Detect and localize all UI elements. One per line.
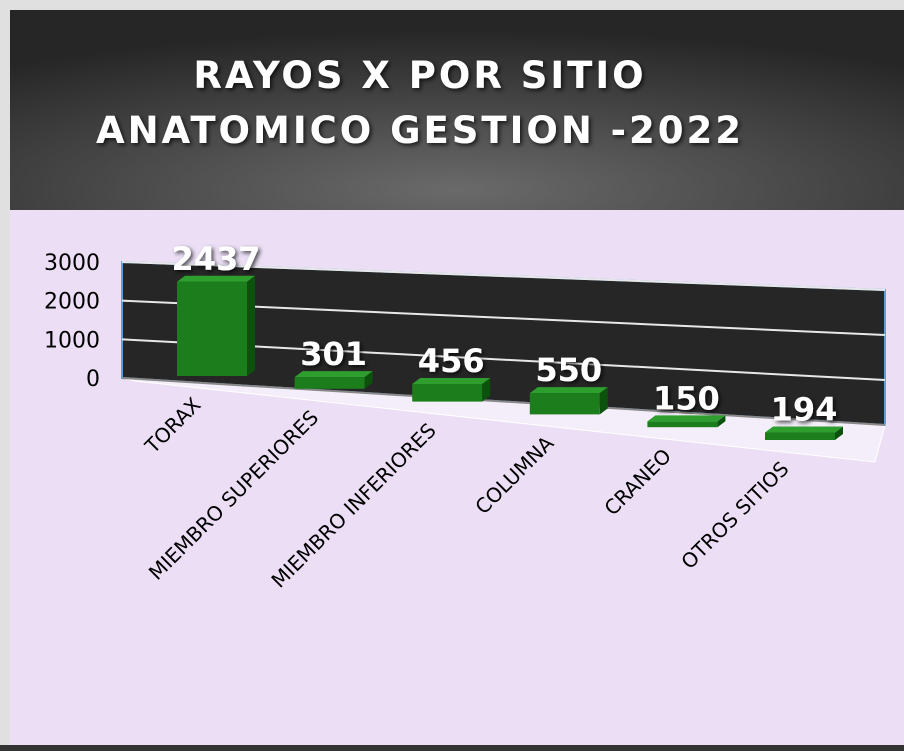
bar-side [364, 371, 373, 389]
grid-line [121, 377, 886, 426]
bar [412, 383, 483, 402]
y-tick-label: 3000 [44, 251, 100, 276]
bar [177, 281, 247, 376]
header [10, 10, 904, 210]
value-label: 550 [535, 351, 602, 389]
bar-top [177, 275, 255, 282]
bar-top [529, 387, 608, 394]
bar-top [765, 426, 843, 433]
bar-side [599, 387, 608, 415]
bar-side [482, 377, 491, 402]
bar [529, 393, 600, 415]
y-tick-label: 2000 [44, 290, 100, 315]
y-tick-label: 1000 [44, 328, 100, 353]
bar [294, 377, 365, 389]
chart-title: ANATOMICO GESTION -2022 [96, 109, 744, 152]
bar-top [294, 371, 373, 378]
bar [647, 421, 718, 428]
value-label: 2437 [171, 240, 260, 278]
bar-top [412, 377, 491, 384]
value-label: 301 [300, 335, 367, 373]
bar [765, 432, 835, 440]
bar-side [717, 415, 726, 428]
value-label: 194 [771, 390, 838, 428]
bar-side [835, 426, 843, 440]
y-tick-label: 0 [86, 367, 100, 392]
bottom-bar [0, 745, 904, 751]
chart-title: RAYOS X POR SITIO [193, 54, 646, 97]
grid-line [121, 261, 886, 291]
bar-side [247, 275, 255, 376]
value-label: 456 [418, 342, 485, 380]
value-label: 150 [653, 379, 720, 417]
bar-top [647, 415, 726, 422]
